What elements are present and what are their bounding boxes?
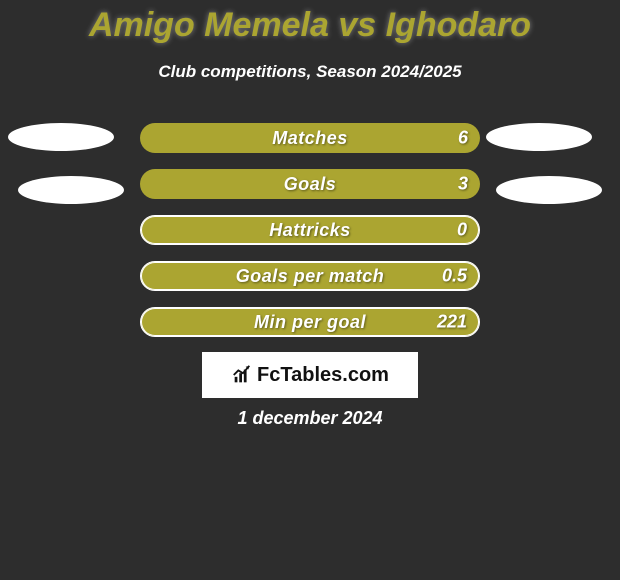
side-ellipse (486, 123, 592, 151)
subtitle: Club competitions, Season 2024/2025 (0, 62, 620, 82)
stat-bar-label: Min per goal (254, 312, 366, 333)
page-title: Amigo Memela vs Ighodaro (0, 6, 620, 45)
stat-bar-value: 3 (458, 174, 468, 195)
stat-bar-value: 0.5 (442, 266, 467, 287)
stat-bar: Hattricks 0 (140, 215, 480, 245)
brand-text: FcTables.com (257, 364, 389, 387)
stat-bar: Goals 3 (140, 169, 480, 199)
date-text: 1 december 2024 (0, 408, 620, 429)
side-ellipse (18, 176, 124, 204)
side-ellipse (8, 123, 114, 151)
stat-bar: Matches 6 (140, 123, 480, 153)
stat-bar: Min per goal 221 (140, 307, 480, 337)
stat-bar: Goals per match 0.5 (140, 261, 480, 291)
stat-bar-value: 0 (457, 220, 467, 241)
stat-bar-value: 6 (458, 128, 468, 149)
side-ellipse (496, 176, 602, 204)
stat-bar-label: Matches (272, 128, 348, 149)
brand-badge: FcTables.com (202, 352, 418, 398)
stat-bar-label: Goals (284, 174, 337, 195)
brand-chart-icon (231, 364, 253, 386)
comparison-infographic: Amigo Memela vs Ighodaro Club competitio… (0, 0, 620, 580)
stat-bars: Matches 6 Goals 3 Hattricks 0 Goals per match 0… (140, 123, 480, 353)
stat-bar-label: Goals per match (236, 266, 385, 287)
stat-bar-value: 221 (437, 312, 467, 333)
stat-bar-label: Hattricks (269, 220, 351, 241)
